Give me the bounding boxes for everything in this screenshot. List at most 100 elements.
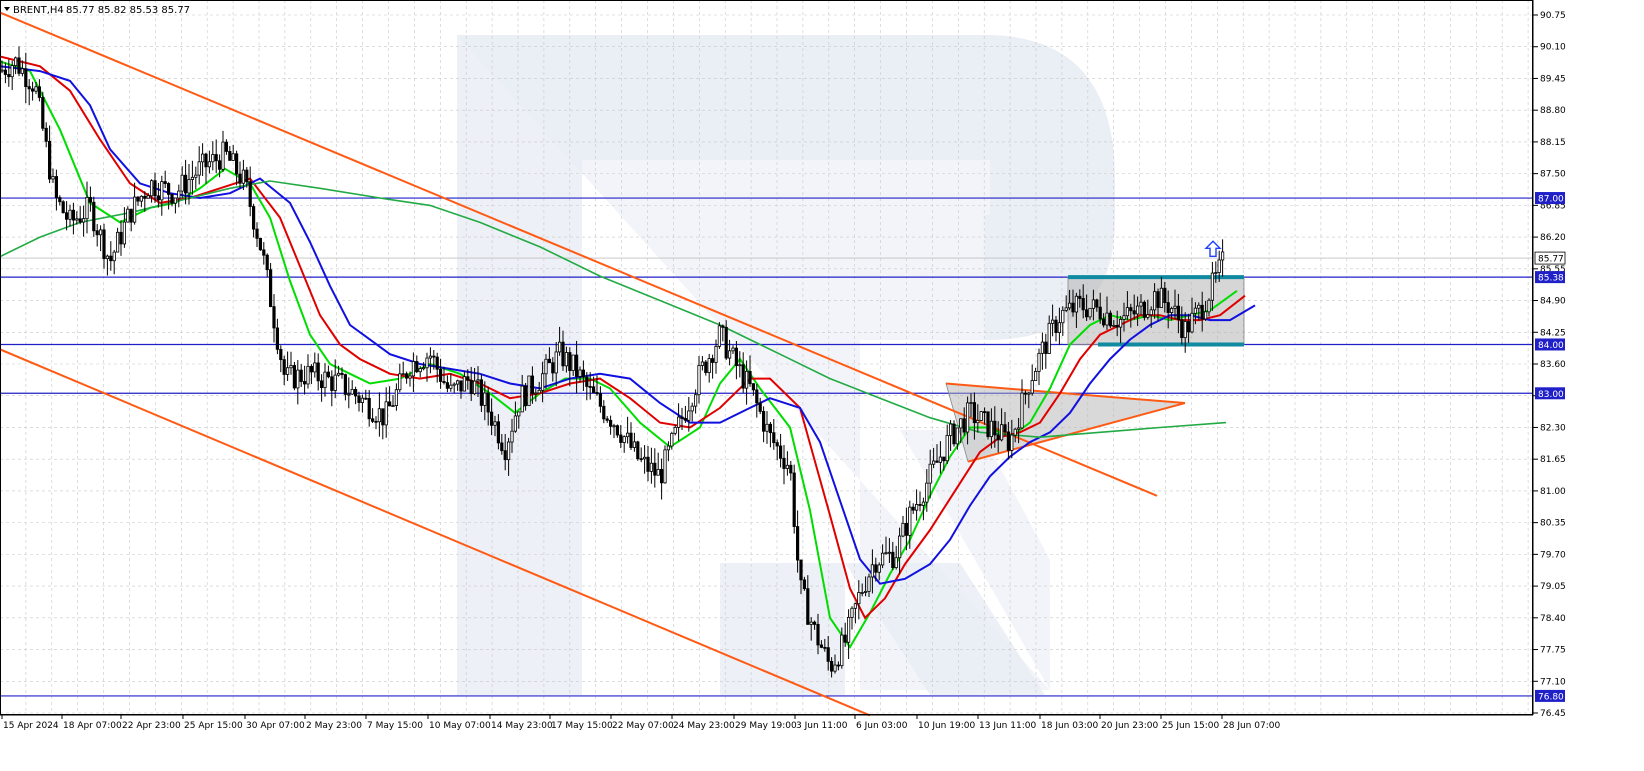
candle (915, 489, 919, 521)
candle (132, 182, 137, 225)
candle (170, 193, 174, 207)
candle (279, 345, 283, 373)
candle (568, 347, 572, 387)
price-candles (0, 46, 1225, 678)
candle (911, 503, 915, 515)
candle (537, 381, 541, 394)
candle (30, 81, 35, 101)
candle (333, 359, 337, 399)
candle (58, 195, 62, 206)
candle (1057, 307, 1061, 345)
candle (224, 139, 228, 155)
y-tick-label: 84.90 (1540, 297, 1566, 307)
candle (609, 415, 613, 435)
candle (1207, 298, 1211, 317)
candle (1023, 390, 1027, 405)
candle (1081, 284, 1085, 319)
candle (541, 361, 545, 403)
candle (517, 411, 521, 429)
candle (27, 79, 31, 106)
candle (802, 576, 807, 591)
candle (843, 622, 847, 647)
candle (381, 408, 385, 440)
candle (1173, 289, 1177, 320)
candle (585, 372, 589, 401)
candle (54, 169, 59, 211)
level-label: 84.00 (1538, 341, 1564, 351)
candle (564, 346, 569, 373)
candle (908, 500, 912, 549)
candle (217, 154, 222, 178)
candle (619, 424, 623, 449)
candle (1085, 294, 1089, 321)
y-tick-label: 90.75 (1540, 11, 1566, 21)
y-tick-label: 88.15 (1540, 138, 1566, 148)
candle (489, 398, 494, 436)
candle (394, 383, 399, 411)
candle (979, 411, 983, 421)
candle (527, 375, 531, 407)
candle (343, 373, 348, 401)
candle (296, 360, 300, 405)
candle (71, 202, 75, 235)
range-box-fill (1067, 276, 1245, 345)
y-tick-label: 88.80 (1540, 106, 1566, 116)
candle (289, 351, 293, 375)
candle (306, 354, 310, 389)
watermark-leg (845, 563, 1045, 695)
candle (581, 360, 586, 392)
candle (105, 254, 109, 276)
x-tick-label: 14 May 23:00 (491, 721, 553, 731)
x-tick-label: 29 May 19:00 (735, 721, 797, 731)
candle (282, 355, 286, 386)
candle (942, 456, 946, 471)
candle (347, 377, 351, 409)
candle (1122, 302, 1126, 332)
ma-line-mid (0, 55, 1246, 620)
triangle-down-icon[interactable] (4, 7, 10, 11)
candle (197, 146, 201, 185)
x-tick-label: 6 Jun 03:00 (856, 721, 908, 731)
candle (268, 263, 273, 308)
candle (452, 382, 456, 393)
candle (870, 549, 875, 594)
level-label-bg (1535, 689, 1565, 702)
x-tick-label: 17 May 15:00 (551, 721, 613, 731)
x-tick-label: 3 Jun 11:00 (796, 721, 848, 731)
candle (588, 372, 592, 400)
candle (592, 376, 596, 394)
y-tick-label: 77.75 (1540, 646, 1566, 656)
candle (1119, 315, 1123, 344)
candle (1040, 332, 1044, 370)
candle (1125, 291, 1129, 320)
candle (694, 389, 698, 414)
candle (173, 197, 177, 214)
candle (1197, 302, 1201, 321)
candle (904, 507, 909, 551)
x-tick-label: 25 Apr 15:00 (184, 721, 243, 731)
candle (387, 386, 392, 407)
candle (826, 636, 830, 671)
candle (228, 146, 232, 161)
candle (534, 388, 538, 402)
candle (207, 150, 211, 174)
candle (809, 617, 813, 641)
range-box (945, 275, 1245, 463)
candle (853, 602, 858, 624)
candle (993, 406, 997, 448)
candle (816, 613, 820, 655)
candle (1187, 313, 1191, 343)
candle (762, 406, 766, 443)
candle (262, 242, 266, 265)
candle (44, 122, 48, 148)
candle (1159, 276, 1163, 308)
candle (353, 386, 358, 405)
candle (190, 160, 194, 195)
y-tick-label: 87.50 (1540, 170, 1566, 180)
candle (1027, 391, 1031, 409)
candle (88, 186, 92, 212)
x-tick-label: 22 Apr 23:00 (122, 721, 181, 731)
candle (779, 433, 783, 468)
